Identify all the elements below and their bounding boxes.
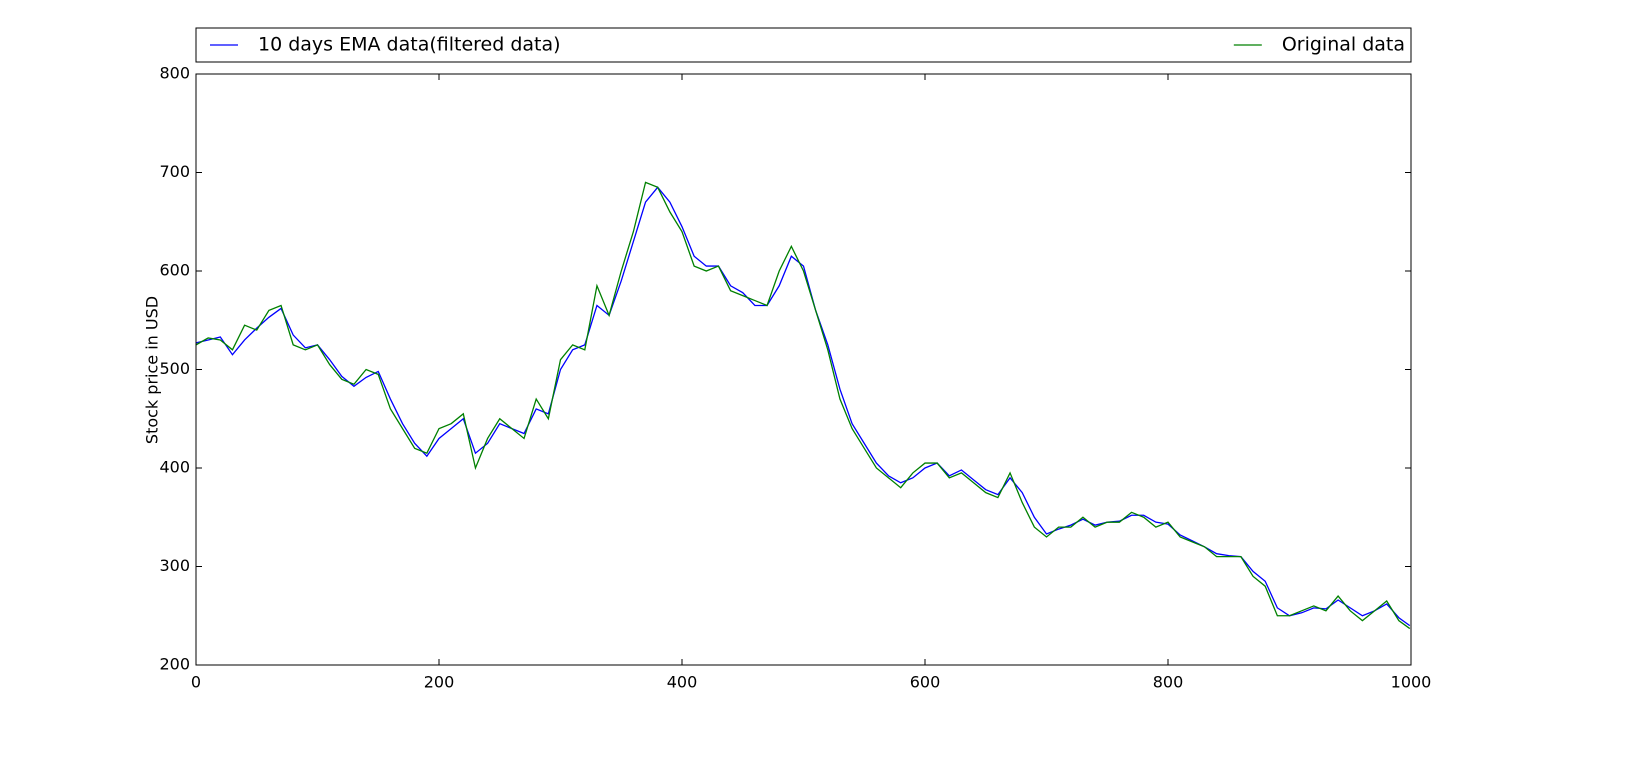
legend-box	[195, 27, 1412, 63]
y-tick-label: 600	[159, 261, 190, 280]
data-line	[195, 186, 1411, 627]
x-tick-label: 0	[191, 673, 201, 692]
y-tick-label: 200	[159, 655, 190, 674]
legend-label: Original data	[1282, 34, 1405, 56]
y-tick-label: 400	[159, 458, 190, 477]
y-tick-label: 500	[159, 359, 190, 378]
y-axis-label: Stock price in USD	[143, 296, 162, 444]
y-tick-label: 300	[159, 556, 190, 575]
x-tick-label: 200	[424, 673, 455, 692]
x-tick-label: 400	[667, 673, 698, 692]
y-tick-label: 700	[159, 162, 190, 181]
x-tick-label: 800	[1153, 673, 1184, 692]
legend-label: 10 days EMA data(filtered data)	[258, 34, 561, 56]
x-tick-label: 600	[910, 673, 941, 692]
y-tick-label: 800	[159, 64, 190, 83]
x-tick-label: 1000	[1391, 673, 1432, 692]
data-line	[195, 181, 1411, 630]
plot-frame	[195, 73, 1412, 666]
